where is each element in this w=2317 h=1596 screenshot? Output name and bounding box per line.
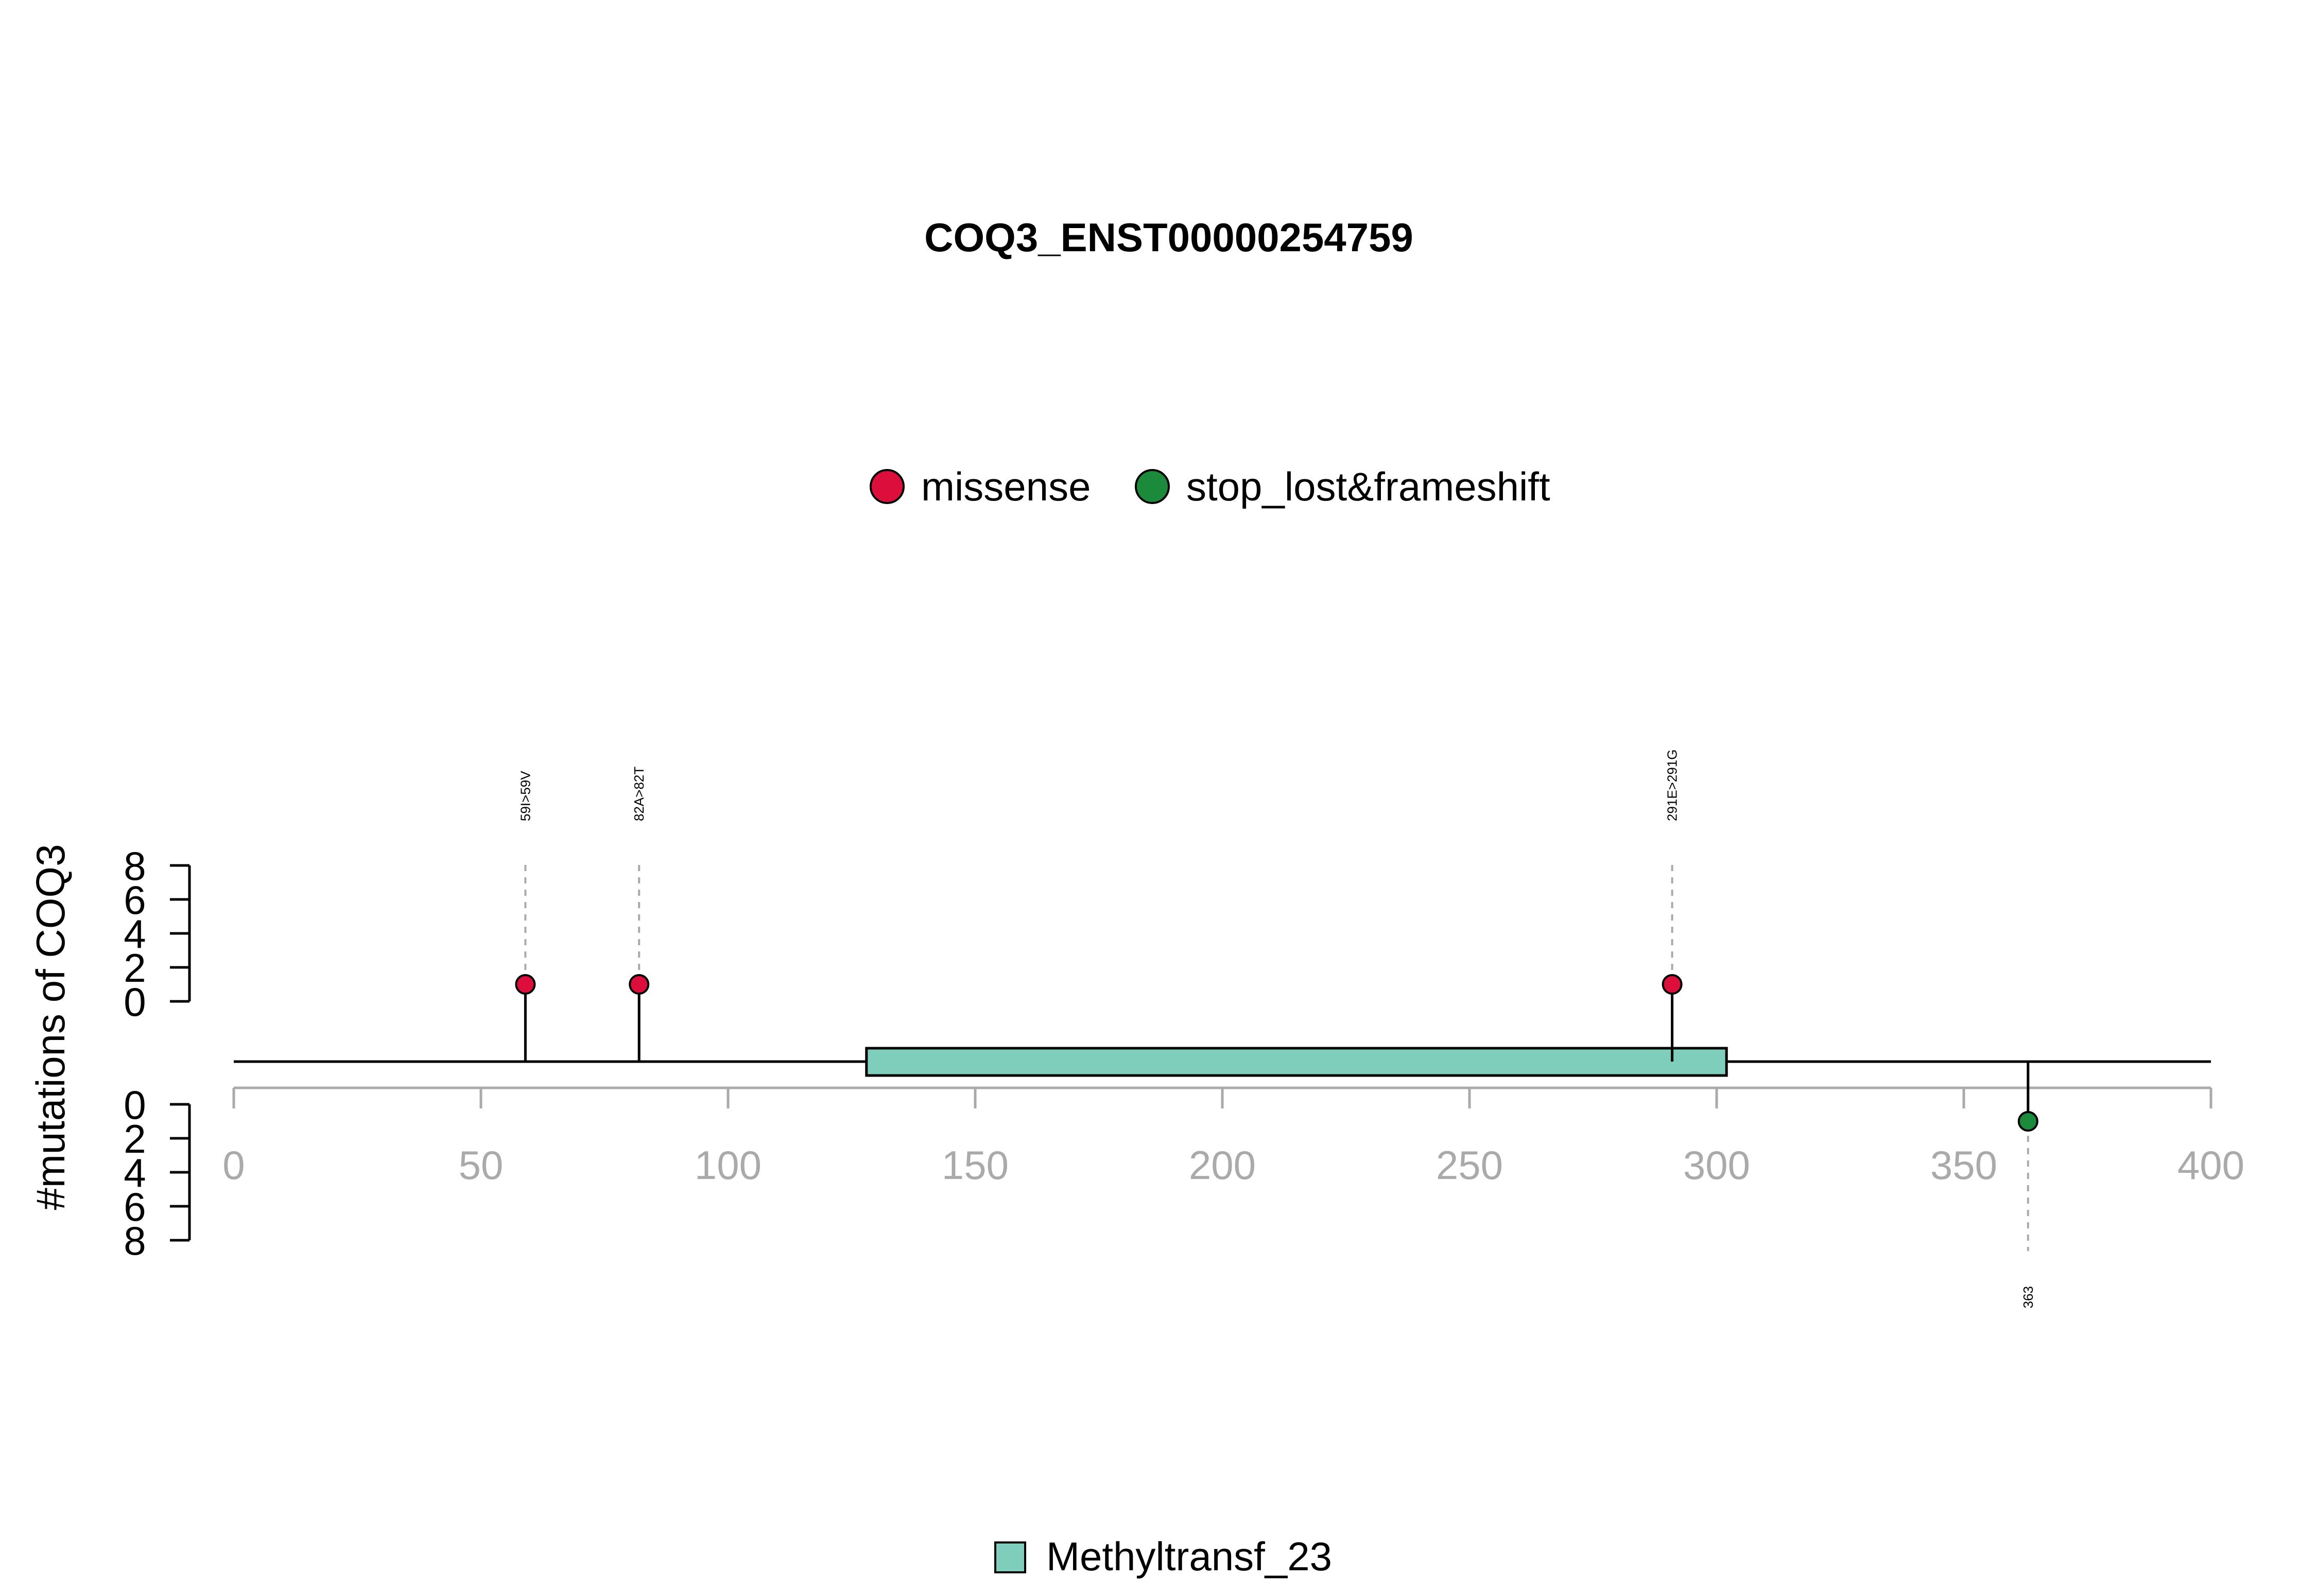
y-tick-label-upper: 0	[124, 979, 146, 1025]
x-tick-label: 300	[1683, 1142, 1750, 1188]
y-tick-label-upper: 8	[124, 843, 146, 889]
y-tick-label-lower: 0	[124, 1082, 146, 1127]
y-tick-label-lower: 4	[124, 1150, 146, 1195]
y-tick-label-lower: 8	[124, 1218, 146, 1263]
domains	[865, 1047, 1728, 1077]
legend-marker-undefined	[1135, 469, 1170, 504]
x-tick-label: 200	[1189, 1142, 1256, 1188]
mutation-point	[629, 974, 650, 995]
x-tick-label: 100	[695, 1142, 762, 1188]
y-tick-label-upper: 2	[124, 945, 146, 991]
mutation-label: 363	[2020, 1286, 2036, 1308]
legend-domain-swatch	[994, 1541, 1026, 1573]
y-axis-label: #mutations of COQ3	[28, 844, 73, 1210]
mutation-point	[515, 974, 536, 995]
domain-legend: Methyltransf_23	[994, 1534, 1332, 1579]
mutation-label: 291E>291G	[1665, 749, 1680, 821]
mutation-type-legend: missense stop_lost&frameshift	[870, 464, 1550, 509]
x-tick-label: 150	[942, 1142, 1009, 1188]
x-tick-label: 350	[1930, 1142, 1997, 1188]
legend-label: stop_lost&frameshift	[1186, 464, 1550, 509]
mutation-point	[2017, 1111, 2038, 1132]
legend-marker-undefined	[870, 469, 905, 504]
legend-domain-label: Methyltransf_23	[1046, 1534, 1332, 1579]
mutations: 59I>59V 82A>82T 291E>291G 363	[515, 749, 2038, 1308]
y-tick-label-lower: 2	[124, 1116, 146, 1161]
mutation-label: 59I>59V	[517, 771, 533, 821]
x-axis: 0 50 100 150 200 250 300 350 400	[222, 1086, 2244, 1188]
y-tick-label-upper: 6	[124, 877, 146, 923]
chart-title: COQ3_ENST00000254759	[924, 215, 1413, 260]
y-tick-label-lower: 6	[124, 1184, 146, 1229]
x-tick-label: 400	[2177, 1142, 2244, 1188]
y-tick-label-upper: 4	[124, 911, 146, 957]
x-tick-label: 50	[459, 1142, 504, 1188]
mutation-point	[1662, 974, 1683, 995]
domain-Methyltransf_23	[865, 1047, 1728, 1077]
mutation-label: 82A>82T	[631, 767, 647, 821]
x-tick-label: 0	[222, 1142, 245, 1188]
legend-label: missense	[921, 464, 1091, 509]
x-tick-label: 250	[1436, 1142, 1503, 1188]
